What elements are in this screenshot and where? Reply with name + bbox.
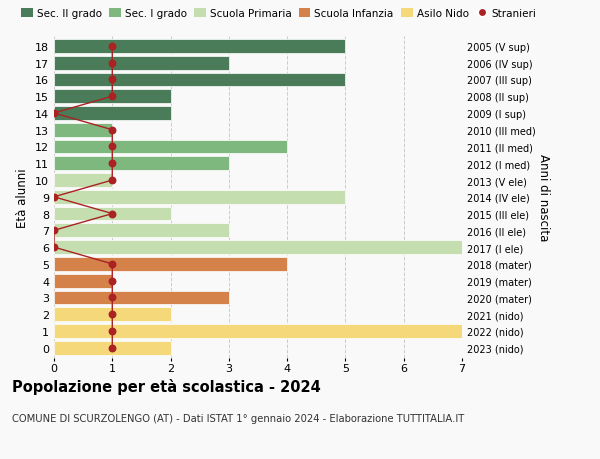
Point (49, 244, 59, 251)
Bar (54, 341, 170, 355)
Point (49, 227, 59, 235)
Bar (54, 56, 229, 70)
Bar (54, 107, 170, 121)
Bar (54, 157, 229, 171)
Legend: Sec. II grado, Sec. I grado, Scuola Primaria, Scuola Infanzia, Asilo Nido, Stran: Sec. II grado, Sec. I grado, Scuola Prim… (17, 5, 541, 23)
Text: Popolazione per età scolastica - 2024: Popolazione per età scolastica - 2024 (12, 379, 321, 395)
Point (107, 210, 117, 218)
Bar (54, 308, 170, 321)
Bar (54, 207, 170, 221)
Bar (54, 123, 112, 137)
Point (107, 177, 117, 185)
Point (107, 294, 117, 302)
Bar (54, 90, 170, 104)
Point (107, 144, 117, 151)
Bar (54, 325, 462, 338)
Point (107, 60, 117, 67)
Point (107, 261, 117, 268)
Bar (54, 241, 462, 254)
Point (107, 77, 117, 84)
Y-axis label: Età alunni: Età alunni (16, 168, 29, 227)
Point (107, 311, 117, 318)
Text: COMUNE DI SCURZOLENGO (AT) - Dati ISTAT 1° gennaio 2024 - Elaborazione TUTTITALI: COMUNE DI SCURZOLENGO (AT) - Dati ISTAT … (12, 413, 464, 423)
Bar (54, 190, 346, 204)
Point (107, 127, 117, 134)
Point (107, 93, 117, 101)
Point (107, 277, 117, 285)
Point (107, 328, 117, 335)
Bar (54, 140, 287, 154)
Bar (54, 291, 229, 305)
Y-axis label: Anni di nascita: Anni di nascita (536, 154, 550, 241)
Point (49, 194, 59, 201)
Point (107, 344, 117, 352)
Bar (54, 73, 346, 87)
Bar (54, 274, 112, 288)
Point (107, 43, 117, 50)
Point (107, 160, 117, 168)
Bar (54, 224, 229, 238)
Bar (54, 174, 112, 187)
Bar (54, 40, 346, 54)
Point (49, 110, 59, 118)
Bar (54, 257, 287, 271)
